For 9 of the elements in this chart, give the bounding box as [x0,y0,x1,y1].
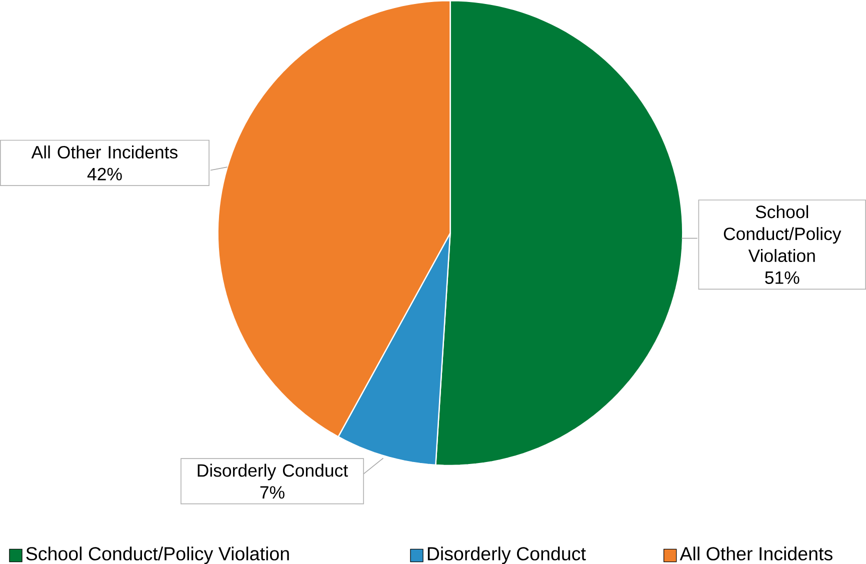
legend-label: School Conduct/Policy Violation [26,546,289,564]
slice-label: School Conduct/Policy Violation [724,205,842,262]
slice-label: All Other Incidents [31,145,178,158]
data-label: 7% [260,486,284,498]
data-label: 42% [87,168,122,180]
data-label: 51% [765,271,800,284]
slice-label: Disorderly Conduct [198,464,348,480]
legend-label: Disorderly Conduct [428,546,586,564]
legend-label: All Other Incidents [680,546,832,560]
